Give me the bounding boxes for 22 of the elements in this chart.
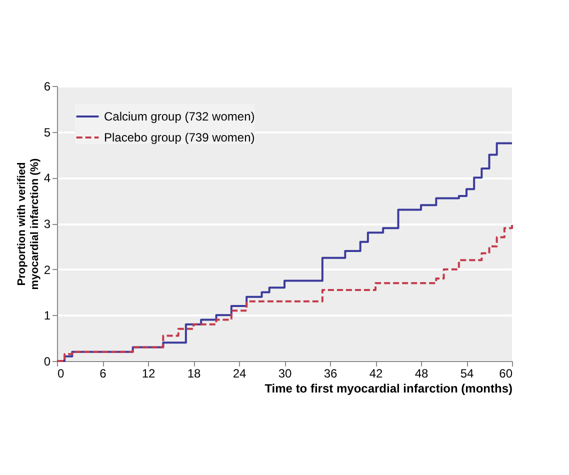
y-tick-label: 3 xyxy=(44,217,51,231)
x-tick-label: 12 xyxy=(142,366,156,380)
y-axis-title: Proportion with verified myocardial infarction (%) xyxy=(16,158,41,290)
x-tick-label: 30 xyxy=(278,366,292,380)
y-tick-label: 0 xyxy=(44,354,51,368)
x-tick-label: 24 xyxy=(232,366,246,380)
x-tick-label: 0 xyxy=(58,366,64,380)
x-tick-label: 6 xyxy=(100,366,107,380)
x-tick-label: 36 xyxy=(324,366,338,380)
y-tick-label: 1 xyxy=(44,308,51,323)
y-tick-label: 2 xyxy=(44,262,51,277)
legend-label: Calcium group (732 women) xyxy=(104,110,255,124)
legend-label: Placebo group (739 women) xyxy=(104,130,255,144)
y-tick-label: 6 xyxy=(44,80,51,94)
x-tick-label: 18 xyxy=(187,366,201,380)
x-tick-label: 60 xyxy=(499,366,513,380)
x-tick-label: 54 xyxy=(460,366,474,380)
x-tick-label: 48 xyxy=(414,366,428,380)
y-tick-label: 5 xyxy=(44,125,51,140)
x-axis-title: Time to first myocardial infarction (months) xyxy=(264,382,512,396)
x-tick-label: 42 xyxy=(369,366,383,380)
y-tick-label: 4 xyxy=(44,171,51,186)
